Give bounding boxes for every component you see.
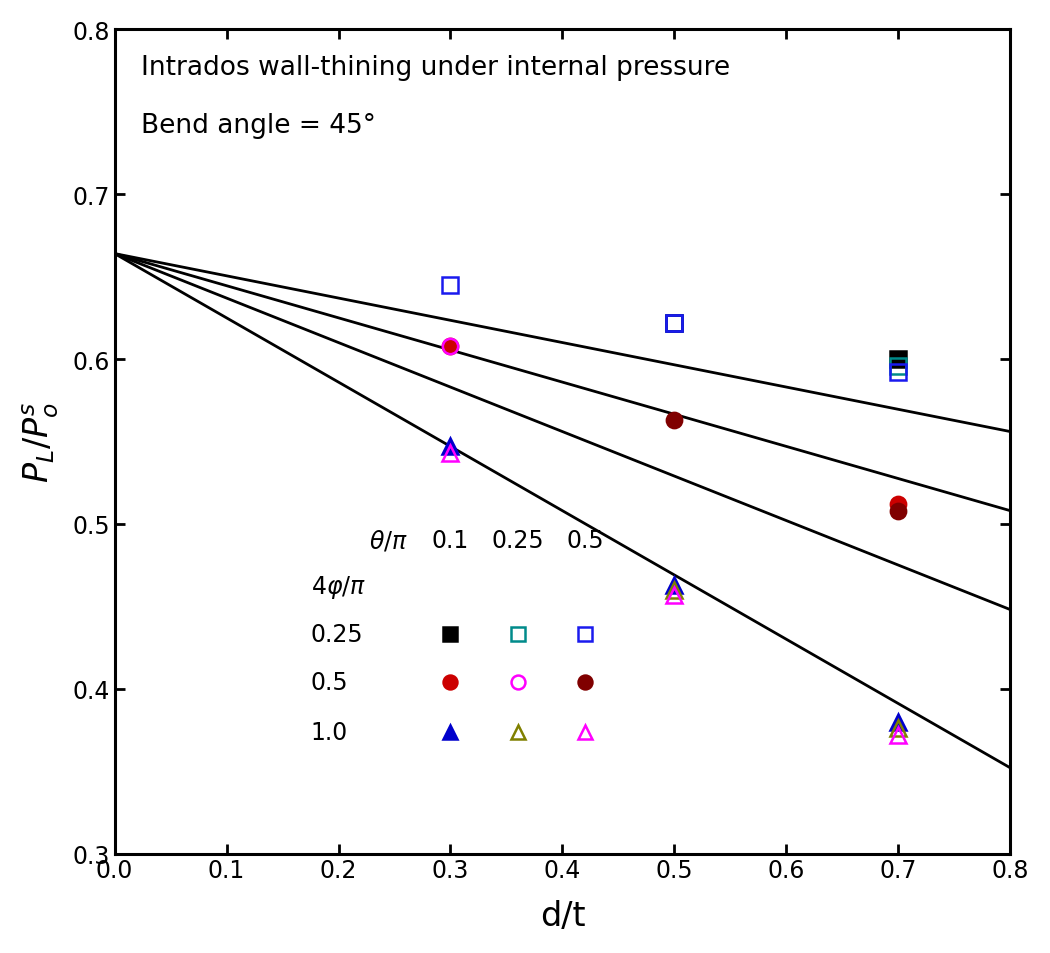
Text: $\theta/\pi$: $\theta/\pi$: [370, 528, 408, 554]
X-axis label: d/t: d/t: [540, 900, 585, 932]
Text: 0.1: 0.1: [432, 529, 469, 553]
Text: 0.25: 0.25: [311, 622, 363, 647]
Text: 1.0: 1.0: [311, 720, 348, 744]
Text: Intrados wall-thining under internal pressure: Intrados wall-thining under internal pre…: [142, 55, 731, 81]
Y-axis label: $P_L/P^s_o$: $P_L/P^s_o$: [21, 401, 61, 483]
Text: Bend angle = 45°: Bend angle = 45°: [142, 112, 376, 138]
Text: 0.5: 0.5: [566, 529, 604, 553]
Text: $4\varphi/\pi$: $4\varphi/\pi$: [311, 574, 365, 600]
Text: 0.5: 0.5: [311, 671, 349, 695]
Text: 0.25: 0.25: [491, 529, 544, 553]
